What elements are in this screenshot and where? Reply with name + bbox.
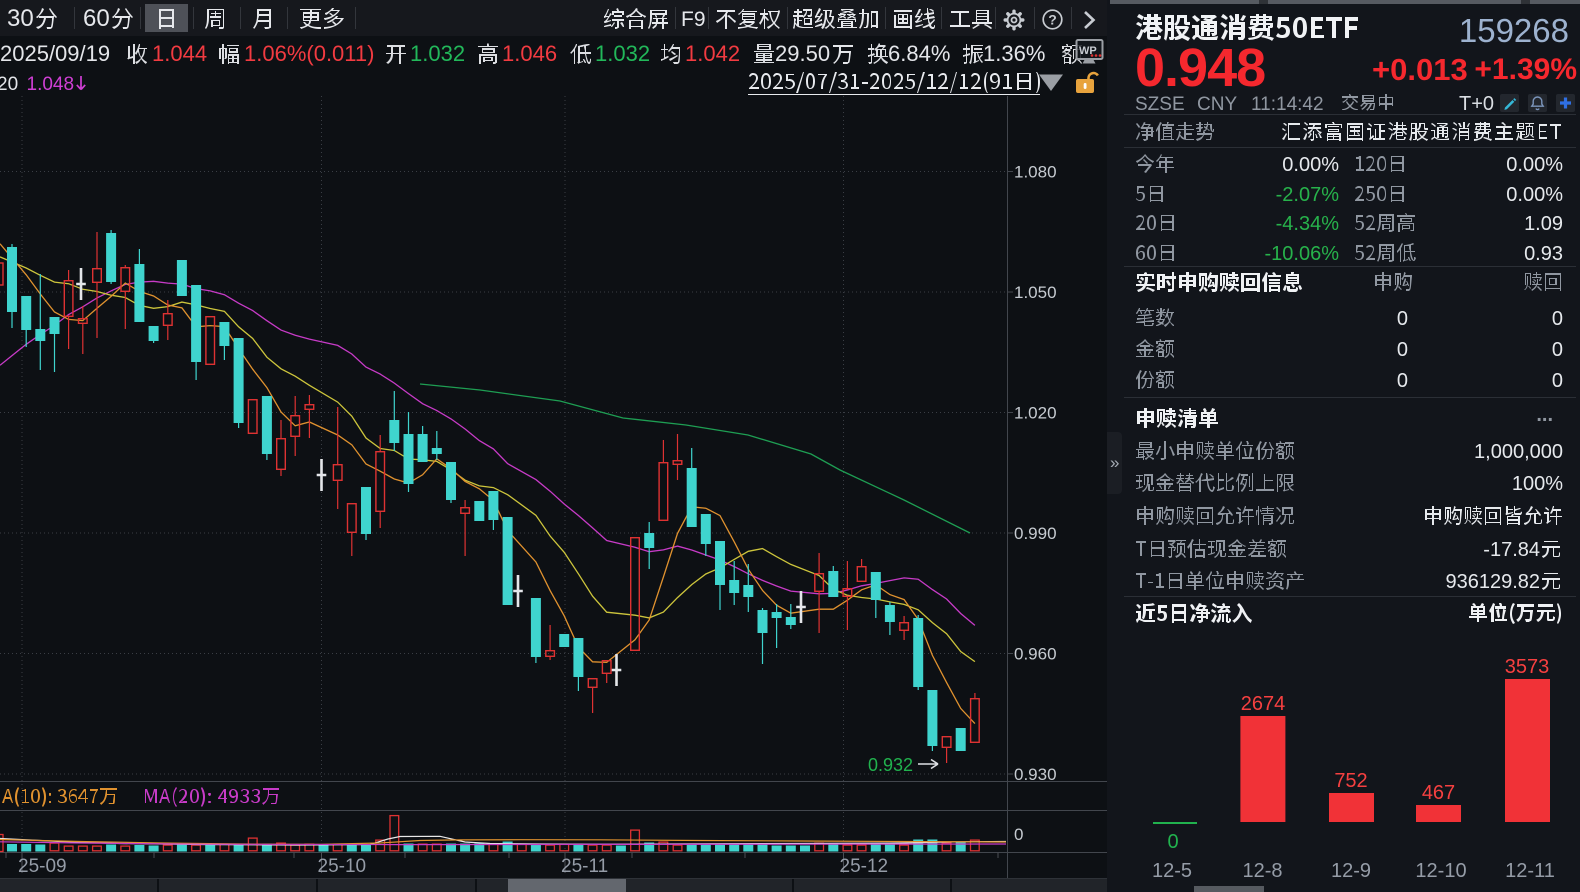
- svg-text:0: 0: [1167, 831, 1178, 853]
- svg-text:0: 0: [1014, 825, 1023, 844]
- svg-text:3573: 3573: [1505, 656, 1550, 678]
- svg-text:25-09: 25-09: [18, 856, 67, 877]
- svg-text:12-8: 12-8: [1242, 860, 1282, 882]
- svg-text:2674: 2674: [1241, 693, 1286, 715]
- svg-text:12-9: 12-9: [1331, 860, 1371, 882]
- svg-text:12-5: 12-5: [1152, 860, 1192, 882]
- svg-text:1.050: 1.050: [1014, 283, 1057, 302]
- svg-text:0.932: 0.932: [868, 755, 913, 775]
- svg-text:?: ?: [1048, 12, 1057, 28]
- svg-text:25-12: 25-12: [840, 856, 889, 877]
- svg-text:25-10: 25-10: [318, 856, 367, 877]
- svg-text:12-11: 12-11: [1505, 860, 1555, 882]
- svg-text:0.990: 0.990: [1014, 524, 1057, 543]
- svg-text:1.080: 1.080: [1014, 163, 1057, 182]
- svg-text:0.930: 0.930: [1014, 765, 1057, 784]
- svg-text:12-10: 12-10: [1415, 860, 1466, 882]
- svg-text:25-11: 25-11: [561, 856, 608, 877]
- svg-text:467: 467: [1422, 782, 1455, 804]
- svg-text:1.020: 1.020: [1014, 404, 1057, 423]
- svg-text:0.960: 0.960: [1014, 645, 1057, 664]
- svg-text:WP: WP: [1079, 45, 1097, 57]
- svg-text:752: 752: [1334, 770, 1367, 792]
